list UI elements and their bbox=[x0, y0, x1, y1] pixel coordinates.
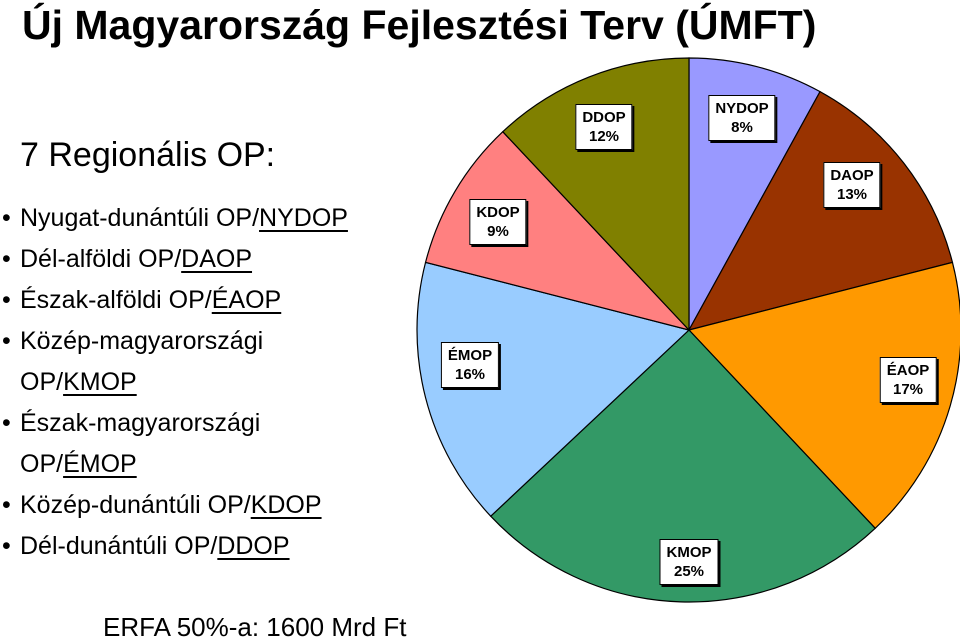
slice-label-daop: DAOP 13% bbox=[823, 162, 881, 208]
region-item-daop: • Dél-alföldi OP/DAOP bbox=[0, 239, 348, 280]
pie-slice-kdop bbox=[424, 130, 691, 332]
erfa-footer-text: ERFA 50%-a: 1600 Mrd Ft bbox=[103, 612, 407, 642]
slice-name: KMOP bbox=[666, 544, 712, 561]
slice-label-ddop: DDOP 12% bbox=[575, 104, 633, 150]
slice-label-kdop: KDOP 9% bbox=[469, 199, 527, 245]
region-abbr: ÉMOP bbox=[63, 450, 137, 478]
region-item-eaop: • Észak-alföldi OP/ÉAOP bbox=[0, 280, 348, 321]
slice-label-émop: ÉMOP 16% bbox=[440, 342, 500, 388]
region-name: Nyugat-dunántúli OP/ bbox=[20, 204, 260, 232]
bullet-icon: • bbox=[2, 204, 11, 232]
region-name: Észak-alföldi OP/ bbox=[20, 286, 212, 314]
slice-percent: 25% bbox=[673, 563, 705, 580]
slice-name: ÉAOP bbox=[886, 362, 930, 379]
pie-slice-ddop bbox=[501, 57, 690, 332]
page-title: Új Magyarország Fejlesztési Terv (ÚMFT) bbox=[22, 2, 817, 48]
regional-op-list: • Nyugat-dunántúli OP/NYDOP • Dél-alföldi … bbox=[0, 198, 348, 567]
bullet-icon: • bbox=[2, 532, 11, 560]
region-item-kmop: • Közép-magyarországi OP/KMOP bbox=[0, 321, 348, 403]
region-item-ddop: • Dél-dunántúli OP/DDOP bbox=[0, 526, 348, 567]
slice-percent: 9% bbox=[487, 223, 509, 240]
region-name: Közép-magyarországi bbox=[20, 327, 264, 355]
slice-label-kmop: KMOP 25% bbox=[659, 539, 719, 585]
region-name: Dél-dunántúli OP/ bbox=[20, 532, 218, 560]
slice-name: KDOP bbox=[476, 204, 520, 221]
region-abbr: DAOP bbox=[181, 245, 253, 273]
slice-label-éaop: ÉAOP 17% bbox=[879, 357, 937, 403]
region-name-cont: OP/ bbox=[20, 450, 64, 478]
pie-slice-daop bbox=[687, 90, 954, 331]
region-abbr: DDOP bbox=[217, 532, 290, 560]
slice-name: DDOP bbox=[582, 109, 626, 126]
region-name-cont: OP/ bbox=[20, 368, 64, 396]
bullet-icon: • bbox=[2, 286, 11, 314]
region-item-kdop: • Közép-dunántúli OP/KDOP bbox=[0, 485, 348, 526]
region-item-nydop: • Nyugat-dunántúli OP/NYDOP bbox=[0, 198, 348, 239]
slice-label-nydop: NYDOP 8% bbox=[708, 95, 776, 141]
pie-slice-kmop bbox=[489, 329, 877, 603]
region-abbr: ÉAOP bbox=[211, 286, 282, 314]
pie-slice-éaop bbox=[687, 261, 960, 530]
slice-name: DAOP bbox=[830, 167, 874, 184]
slice-percent: 13% bbox=[836, 186, 868, 203]
region-abbr: KMOP bbox=[63, 368, 137, 396]
region-name: Közép-dunántúli OP/ bbox=[20, 491, 251, 519]
bullet-icon: • bbox=[2, 327, 11, 355]
slice-name: NYDOP bbox=[715, 100, 769, 117]
region-name: Észak-magyarországi bbox=[20, 409, 261, 437]
region-abbr: KDOP bbox=[250, 491, 322, 519]
slice-name: ÉMOP bbox=[447, 347, 493, 364]
pie-slice-émop bbox=[416, 261, 691, 518]
slice-percent: 12% bbox=[588, 128, 620, 145]
slice-percent: 17% bbox=[892, 381, 924, 398]
region-item-emop: • Észak-magyarországi OP/ÉMOP bbox=[0, 403, 348, 485]
slice-percent: 16% bbox=[454, 366, 486, 383]
bullet-icon: • bbox=[2, 409, 11, 437]
region-abbr: NYDOP bbox=[259, 204, 348, 232]
bullet-icon: • bbox=[2, 491, 11, 519]
slice-percent: 8% bbox=[731, 119, 753, 136]
regional-op-heading: 7 Regionális OP: bbox=[20, 136, 276, 174]
bullet-icon: • bbox=[2, 245, 11, 273]
region-name: Dél-alföldi OP/ bbox=[20, 245, 182, 273]
